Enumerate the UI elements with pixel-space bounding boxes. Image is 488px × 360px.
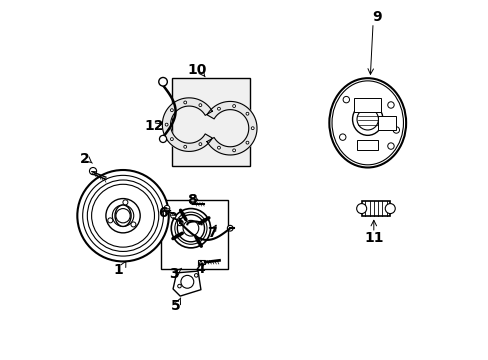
Bar (356, 140, 378, 150)
Polygon shape (173, 271, 201, 296)
Circle shape (131, 222, 136, 227)
Polygon shape (206, 102, 257, 155)
Circle shape (199, 143, 202, 145)
Text: 4: 4 (195, 262, 204, 276)
Text: 1: 1 (114, 263, 123, 277)
Circle shape (177, 284, 181, 288)
Circle shape (385, 203, 394, 213)
Circle shape (245, 112, 248, 115)
Circle shape (227, 225, 233, 231)
Circle shape (106, 199, 140, 233)
Bar (171, 78, 250, 166)
Ellipse shape (352, 103, 382, 135)
Circle shape (82, 175, 163, 256)
Ellipse shape (175, 212, 206, 244)
Circle shape (177, 220, 183, 226)
Circle shape (387, 102, 393, 108)
Text: 2: 2 (80, 152, 89, 166)
Circle shape (217, 146, 220, 149)
Circle shape (159, 135, 166, 143)
Circle shape (170, 109, 173, 112)
Circle shape (91, 184, 154, 247)
Circle shape (199, 104, 202, 107)
Circle shape (194, 274, 198, 277)
Text: 10: 10 (187, 63, 206, 77)
Circle shape (87, 180, 159, 251)
Ellipse shape (171, 208, 210, 248)
Bar (160, 200, 228, 269)
Polygon shape (162, 98, 212, 152)
Circle shape (387, 143, 393, 149)
Circle shape (217, 107, 220, 110)
Circle shape (159, 77, 167, 86)
Circle shape (392, 127, 399, 133)
Circle shape (89, 167, 97, 175)
Circle shape (245, 141, 248, 144)
Circle shape (116, 208, 130, 223)
Circle shape (170, 138, 173, 140)
Bar (361, 201, 389, 216)
Circle shape (232, 149, 235, 152)
Circle shape (339, 134, 345, 140)
Circle shape (181, 275, 193, 288)
Circle shape (356, 109, 378, 130)
Circle shape (183, 101, 186, 104)
Circle shape (122, 200, 128, 205)
Bar (198, 260, 205, 264)
Circle shape (343, 96, 349, 103)
Text: 5: 5 (171, 299, 181, 313)
Text: 8: 8 (186, 193, 196, 207)
Ellipse shape (115, 205, 131, 226)
Bar (353, 98, 380, 112)
Circle shape (177, 215, 204, 242)
Circle shape (164, 205, 169, 211)
Bar (378, 116, 395, 130)
Circle shape (170, 212, 176, 218)
Text: 7: 7 (206, 225, 216, 239)
Circle shape (107, 218, 113, 223)
Circle shape (112, 205, 134, 226)
Ellipse shape (328, 78, 406, 167)
Text: 11: 11 (364, 231, 383, 245)
Text: 3: 3 (169, 267, 178, 280)
Ellipse shape (331, 81, 403, 165)
Circle shape (232, 105, 235, 108)
Circle shape (356, 203, 366, 213)
Circle shape (183, 145, 186, 148)
Circle shape (77, 170, 168, 261)
Text: 9: 9 (372, 10, 382, 24)
Text: 12: 12 (144, 119, 164, 133)
Circle shape (165, 123, 168, 126)
Circle shape (189, 199, 195, 204)
Text: 6: 6 (158, 206, 168, 220)
Circle shape (183, 220, 198, 236)
Circle shape (251, 127, 254, 130)
